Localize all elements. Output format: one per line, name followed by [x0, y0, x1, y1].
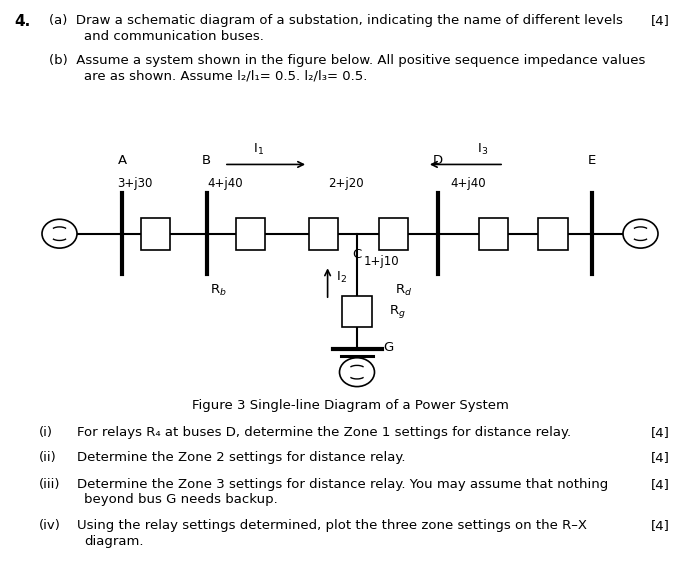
Bar — [538, 218, 568, 249]
Text: (iii): (iii) — [38, 478, 60, 491]
Text: I$_2$: I$_2$ — [336, 269, 347, 284]
Text: Figure 3 Single-line Diagram of a Power System: Figure 3 Single-line Diagram of a Power … — [192, 399, 508, 413]
Text: A: A — [118, 154, 127, 167]
Text: are as shown. Assume l₂/l₁= 0.5. l₂/l₃= 0.5.: are as shown. Assume l₂/l₁= 0.5. l₂/l₃= … — [84, 69, 368, 83]
Text: 4+j40: 4+j40 — [207, 177, 243, 190]
Text: 2+j20: 2+j20 — [328, 177, 364, 190]
Text: [4]: [4] — [651, 478, 670, 491]
Text: (ii): (ii) — [38, 451, 56, 464]
Text: E: E — [587, 154, 596, 167]
Text: Using the relay settings determined, plot the three zone settings on the R–X: Using the relay settings determined, plo… — [77, 519, 587, 533]
Text: 3+j30: 3+j30 — [117, 177, 153, 190]
Text: beyond bus G needs backup.: beyond bus G needs backup. — [84, 493, 278, 507]
Text: G: G — [384, 342, 394, 354]
Text: and communication buses.: and communication buses. — [84, 30, 264, 43]
Text: (i): (i) — [38, 426, 52, 439]
Text: R$_g$: R$_g$ — [389, 303, 405, 320]
Text: (a)  Draw a schematic diagram of a substation, indicating the name of different : (a) Draw a schematic diagram of a substa… — [49, 14, 623, 28]
Text: B: B — [202, 154, 211, 167]
Text: I$_1$: I$_1$ — [253, 142, 265, 157]
Text: 4.: 4. — [14, 14, 30, 29]
Bar — [141, 218, 170, 249]
Text: [4]: [4] — [651, 14, 670, 28]
Circle shape — [340, 358, 374, 387]
Text: D: D — [433, 154, 442, 167]
Text: [4]: [4] — [651, 426, 670, 439]
Text: 1+j10: 1+j10 — [364, 254, 400, 268]
Bar — [342, 295, 372, 328]
Bar — [379, 218, 408, 249]
Text: diagram.: diagram. — [84, 535, 144, 548]
Text: R$_b$: R$_b$ — [210, 283, 227, 298]
Text: Determine the Zone 3 settings for distance relay. You may assume that nothing: Determine the Zone 3 settings for distan… — [77, 478, 608, 491]
Text: Determine the Zone 2 settings for distance relay.: Determine the Zone 2 settings for distan… — [77, 451, 405, 464]
Text: R$_d$: R$_d$ — [395, 283, 413, 298]
Bar — [309, 218, 338, 249]
Text: [4]: [4] — [651, 451, 670, 464]
Bar — [236, 218, 265, 249]
Text: (iv): (iv) — [38, 519, 60, 533]
Circle shape — [623, 219, 658, 248]
Text: I$_3$: I$_3$ — [477, 142, 489, 157]
Text: 4+j40: 4+j40 — [450, 177, 486, 190]
Circle shape — [42, 219, 77, 248]
Text: [4]: [4] — [651, 519, 670, 533]
Bar — [479, 218, 508, 249]
Text: For relays R₄ at buses D, determine the Zone 1 settings for distance relay.: For relays R₄ at buses D, determine the … — [77, 426, 571, 439]
Text: (b)  Assume a system shown in the figure below. All positive sequence impedance : (b) Assume a system shown in the figure … — [49, 54, 645, 67]
Text: C: C — [352, 248, 362, 261]
